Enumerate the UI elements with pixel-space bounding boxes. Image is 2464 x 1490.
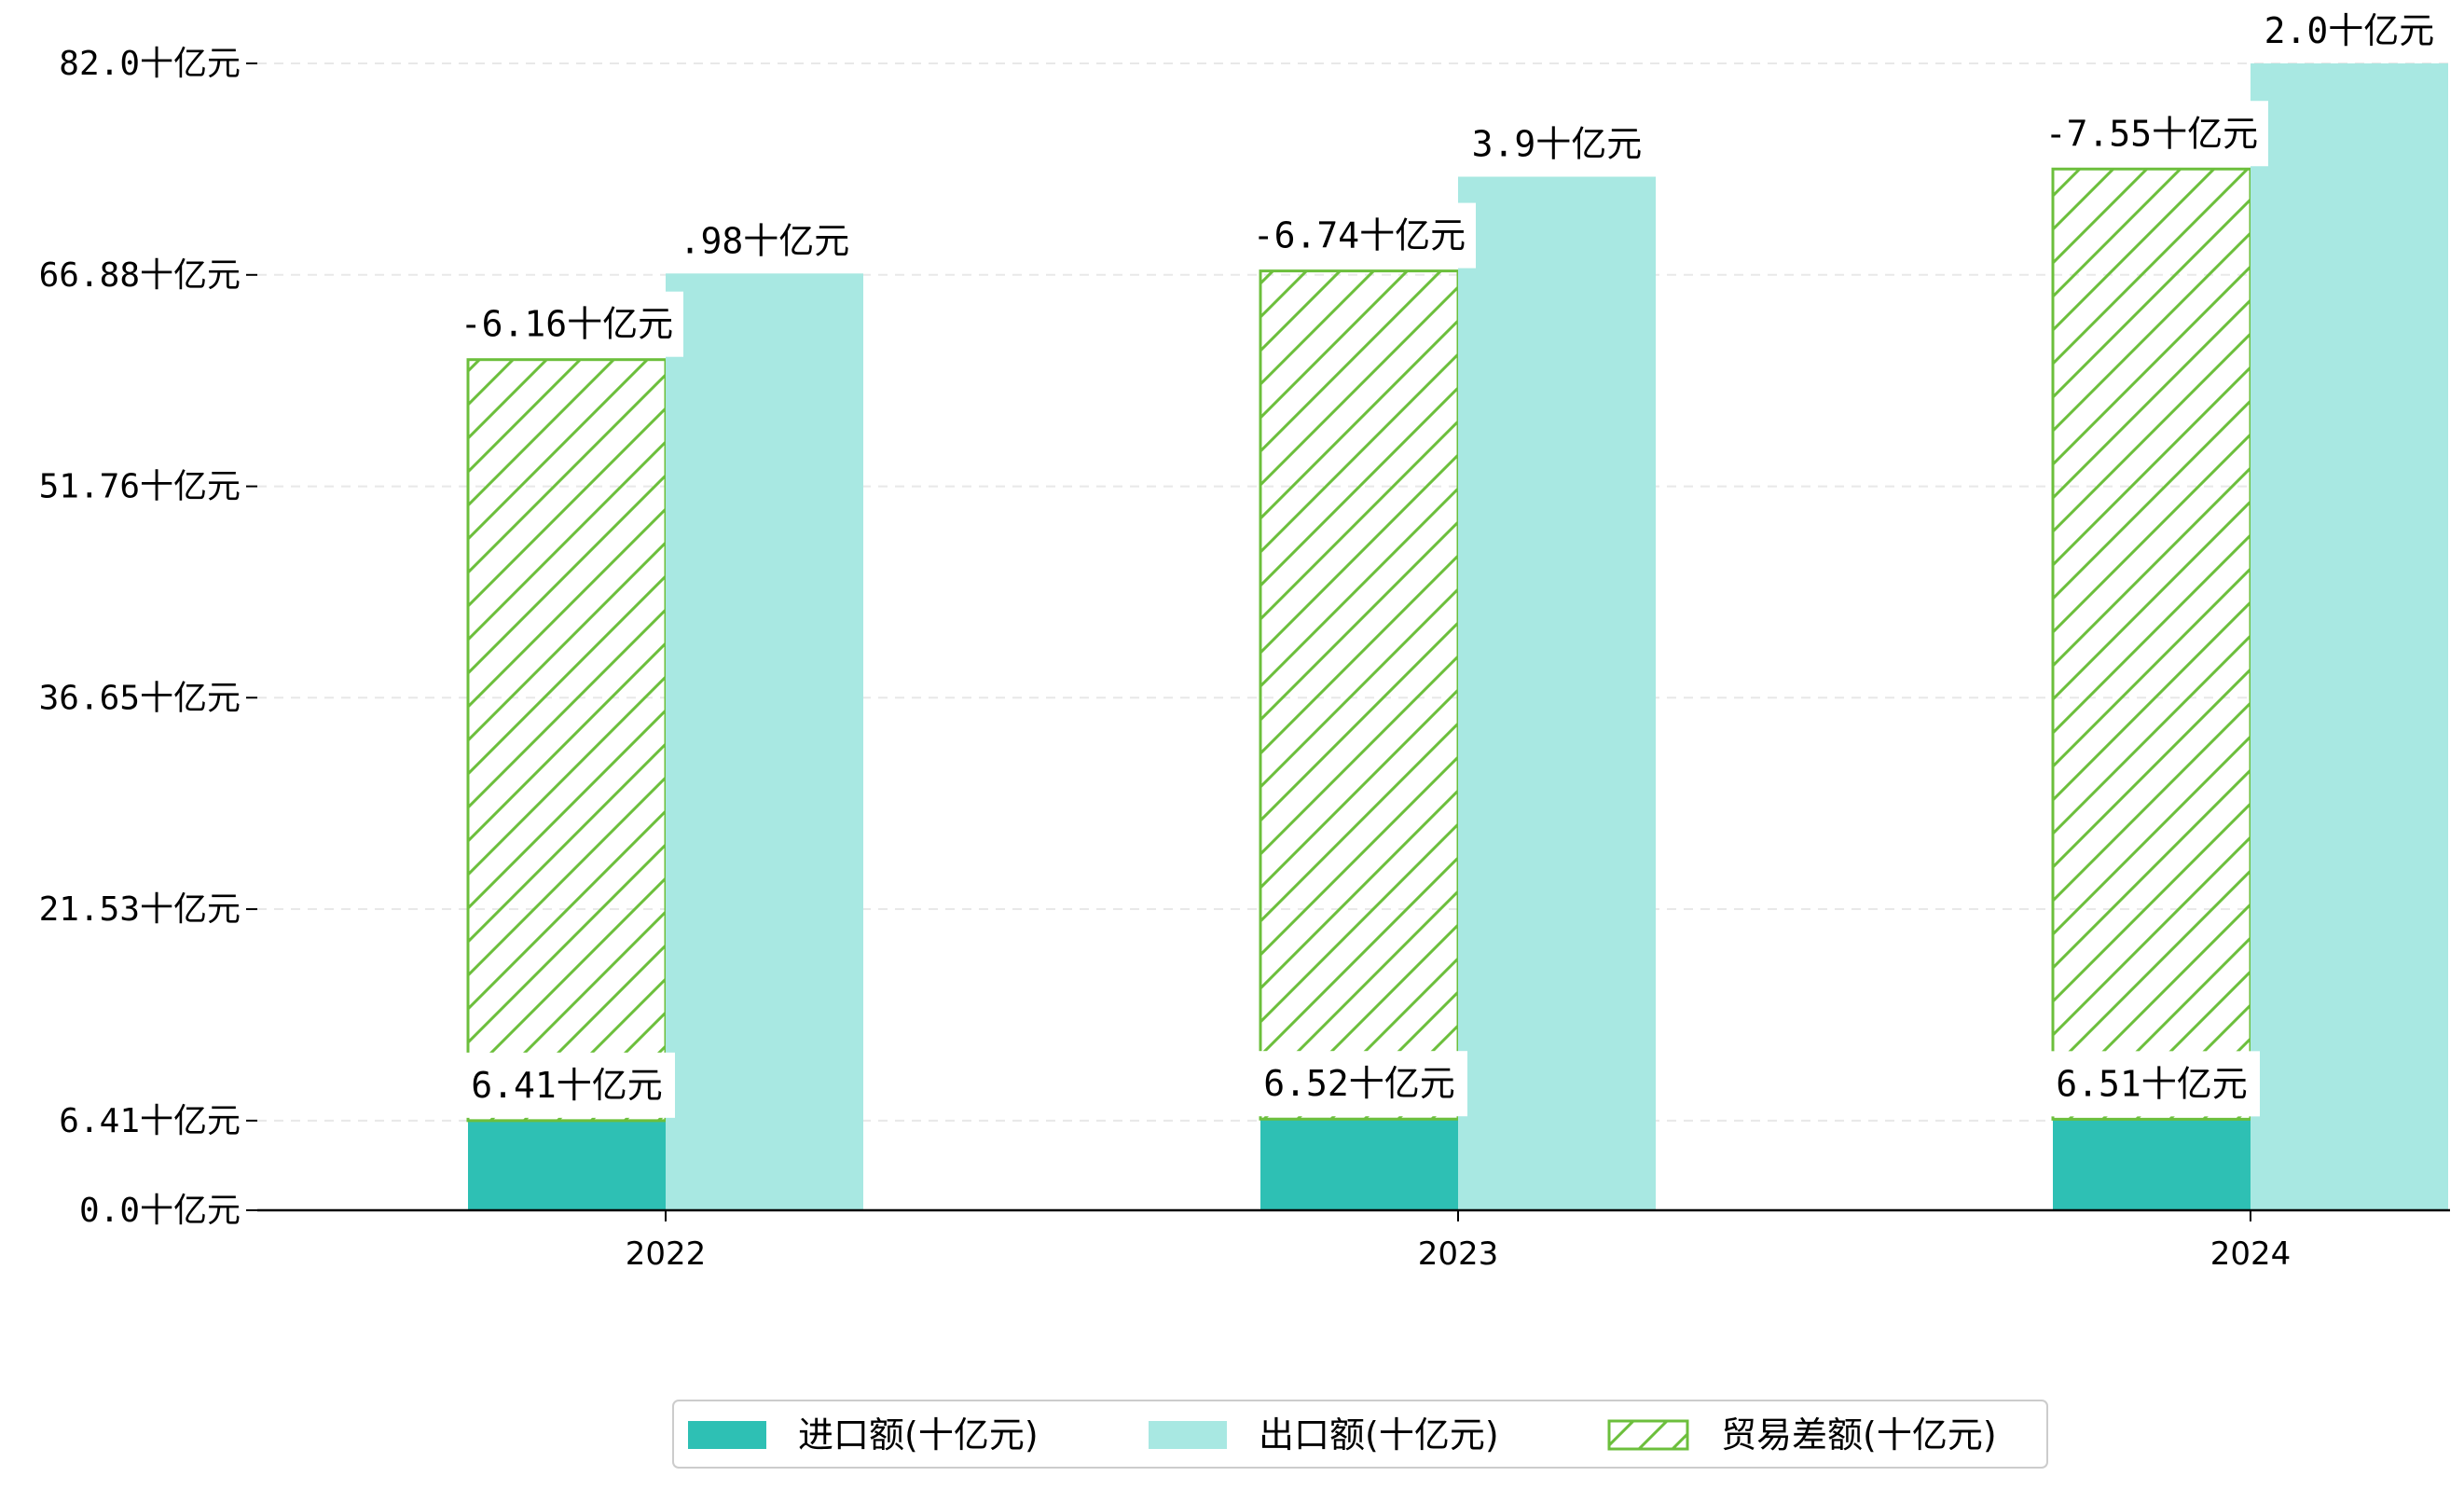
import-value-label-bg xyxy=(459,1052,675,1118)
legend-label: 出口额(十亿元) xyxy=(1259,1414,1499,1456)
import-value-label: 6.52十亿元 xyxy=(1263,1063,1455,1104)
y-tick-label: 51.76十亿元 xyxy=(39,468,241,506)
legend: 进口额(十亿元) 出口额(十亿元) 贸易差额(十亿元) xyxy=(672,1400,2048,1469)
trade-balance-value-label-bg xyxy=(450,291,683,357)
trade-balance-value-label-bg xyxy=(2035,101,2268,167)
data-labels: 6.41十亿元 -6.16十亿元 .98十亿元 6.52十亿元 -6.74十亿元 3.9十… xyxy=(450,10,2434,1118)
y-tick-label: 0.0十亿元 xyxy=(79,1192,241,1230)
legend-swatch xyxy=(1607,1419,1689,1451)
legend-swatch xyxy=(1149,1421,1227,1449)
x-tick-label: 2022 xyxy=(626,1235,707,1273)
y-tick-label: 6.41十亿元 xyxy=(59,1102,241,1140)
trade-balance-value-label: -6.74十亿元 xyxy=(1253,215,1466,256)
trade-balance-value-label: -7.55十亿元 xyxy=(2045,113,2258,154)
y-tick-label: 21.53十亿元 xyxy=(39,890,241,929)
export-value-label: 2.0十亿元 xyxy=(2264,10,2435,51)
import-value-label: 6.41十亿元 xyxy=(471,1065,663,1106)
trade-balance-bar xyxy=(1259,269,1460,1121)
legend-label: 贸易差额(十亿元) xyxy=(1721,1414,1997,1456)
legend-label: 进口额(十亿元) xyxy=(798,1414,1039,1456)
bars xyxy=(466,63,2448,1210)
export-value-label: 3.9十亿元 xyxy=(1472,124,1643,165)
legend-box xyxy=(672,1400,2048,1469)
export-bar xyxy=(2251,63,2448,1210)
trade-balance-value-label-bg xyxy=(1243,202,1476,269)
export-bar xyxy=(1458,176,1656,1210)
x-tick-label: 2023 xyxy=(1418,1235,1499,1273)
legend-swatch xyxy=(688,1421,766,1449)
trade-balance-bar xyxy=(466,358,668,1123)
import-value-label: 6.51十亿元 xyxy=(2056,1063,2248,1104)
y-tick-label: 66.88十亿元 xyxy=(39,256,241,295)
x-tick-label: 2024 xyxy=(2210,1235,2292,1273)
import-bar xyxy=(1260,1119,1458,1210)
import-bar xyxy=(468,1120,666,1210)
y-tick-label: 82.0十亿元 xyxy=(59,45,241,83)
trade-balance-value-label: -6.16十亿元 xyxy=(461,304,673,345)
import-value-label-bg xyxy=(1251,1051,1467,1117)
y-tick-label: 36.65十亿元 xyxy=(39,679,241,717)
import-bar xyxy=(2053,1119,2251,1210)
trade-balance-bar xyxy=(2051,167,2252,1121)
export-bar xyxy=(666,273,863,1210)
axes: 0.0十亿元 6.41十亿元 21.53十亿元 36.65十亿元 51.76十亿元 66.… xyxy=(39,45,2450,1273)
import-value-label-bg xyxy=(2044,1051,2260,1117)
export-value-label: .98十亿元 xyxy=(680,220,850,261)
